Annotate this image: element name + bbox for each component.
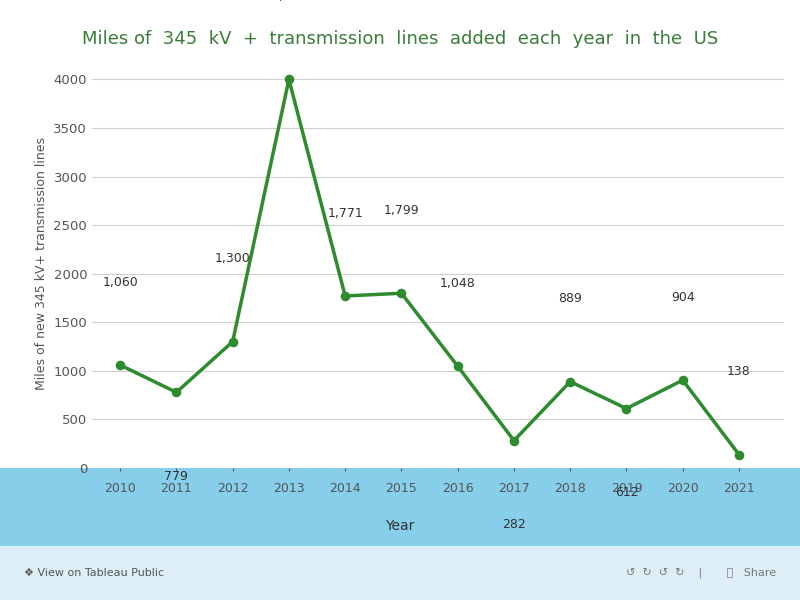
Text: ❖ View on Tableau Public: ❖ View on Tableau Public <box>24 568 164 578</box>
Text: ↺  ↻  ↺  ↻    |       ⎙   Share: ↺ ↻ ↺ ↻ | ⎙ Share <box>626 568 776 578</box>
Text: 1,300: 1,300 <box>214 253 250 265</box>
Text: 1,771: 1,771 <box>327 206 363 220</box>
Text: 282: 282 <box>502 518 526 531</box>
Point <box>226 337 239 347</box>
Point <box>395 289 408 298</box>
Text: 904: 904 <box>671 291 694 304</box>
Text: 889: 889 <box>558 292 582 305</box>
Point <box>733 450 746 460</box>
Point <box>338 291 351 301</box>
Text: Year: Year <box>386 520 414 533</box>
Text: 779: 779 <box>165 470 188 482</box>
Point <box>451 361 464 371</box>
Point <box>114 360 126 370</box>
Text: 4,000: 4,000 <box>271 0 307 3</box>
Text: 1,799: 1,799 <box>384 204 419 217</box>
Text: Miles of  345  kV  +  transmission  lines  added  each  year  in  the  US: Miles of 345 kV + transmission lines add… <box>82 30 718 48</box>
Text: 1,048: 1,048 <box>440 277 475 290</box>
Point <box>170 388 182 397</box>
Point <box>282 74 295 84</box>
Text: 612: 612 <box>614 486 638 499</box>
Point <box>676 376 689 385</box>
Text: 138: 138 <box>727 365 751 378</box>
Point <box>564 377 577 386</box>
Text: 1,060: 1,060 <box>102 275 138 289</box>
Point <box>507 436 520 445</box>
Point <box>620 404 633 413</box>
Y-axis label: Miles of new 345 kV+ transmission lines: Miles of new 345 kV+ transmission lines <box>35 137 48 391</box>
